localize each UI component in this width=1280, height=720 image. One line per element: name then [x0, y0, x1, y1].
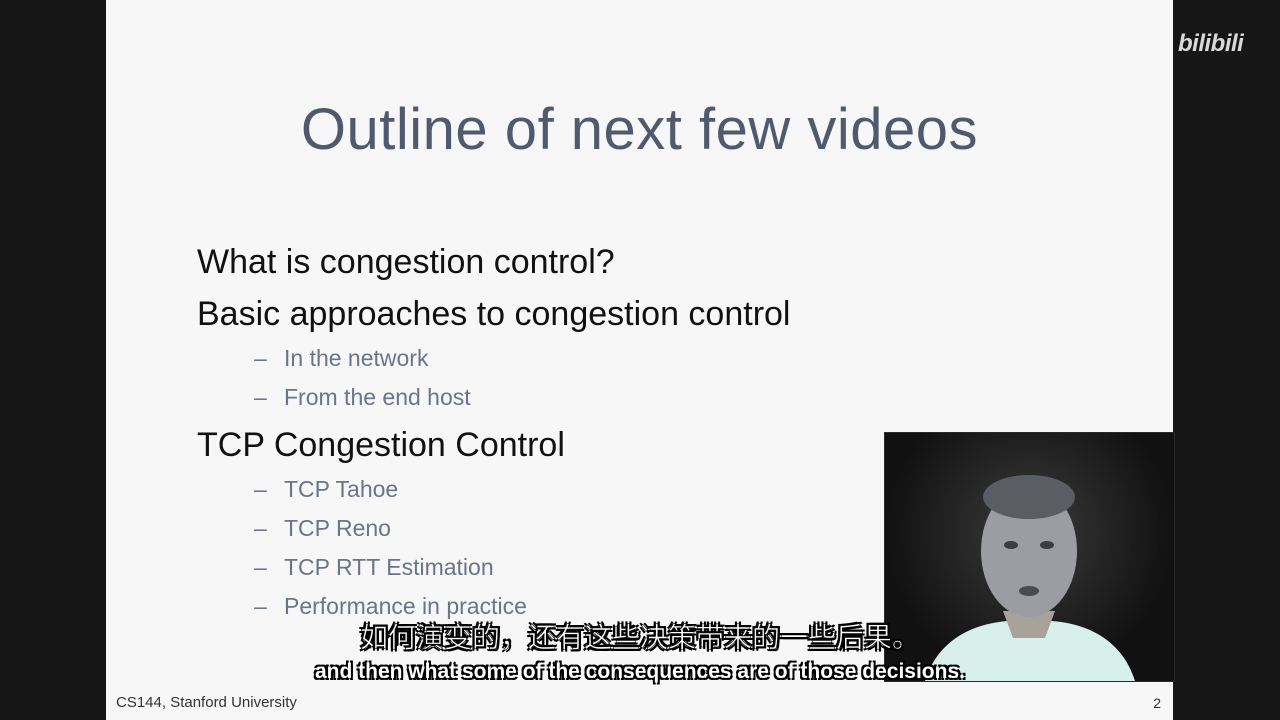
footer-course: CS144, Stanford University — [116, 694, 297, 711]
dash: – — [254, 593, 267, 619]
sub-bullet-network: – In the network — [254, 345, 429, 371]
sub-bullet-rtt: – TCP RTT Estimation — [254, 554, 494, 580]
bullet-basic-approaches: Basic approaches to congestion control — [197, 295, 791, 333]
dash: – — [254, 345, 267, 371]
sub-bullet-reno: – TCP Reno — [254, 515, 391, 541]
dash: – — [254, 515, 267, 541]
speaker-video — [884, 432, 1175, 682]
dash: – — [254, 384, 267, 410]
subtitle-english: and then what some of the consequences a… — [315, 660, 965, 683]
dash: – — [254, 554, 267, 580]
sub-bullet-performance: – Performance in practice — [254, 593, 527, 619]
slide: Outline of next few videos What is conge… — [106, 0, 1173, 720]
bilibili-watermark: bilibili — [1178, 30, 1244, 57]
left-letterbox — [0, 0, 106, 720]
page-number: 2 — [1153, 695, 1161, 711]
subtitle-chinese: 如何演变的，还有这些决策带来的一些后果。 — [359, 621, 921, 655]
right-letterbox — [1173, 0, 1280, 720]
bullet-tcp-congestion: TCP Congestion Control — [197, 426, 565, 464]
bullet-what-is: What is congestion control? — [197, 243, 615, 281]
dash: – — [254, 476, 267, 502]
sub-bullet-end-host: – From the end host — [254, 384, 471, 410]
speaker-silhouette — [925, 475, 1135, 681]
slide-title: Outline of next few videos — [300, 97, 979, 162]
sub-bullet-tahoe: – TCP Tahoe — [254, 476, 399, 502]
